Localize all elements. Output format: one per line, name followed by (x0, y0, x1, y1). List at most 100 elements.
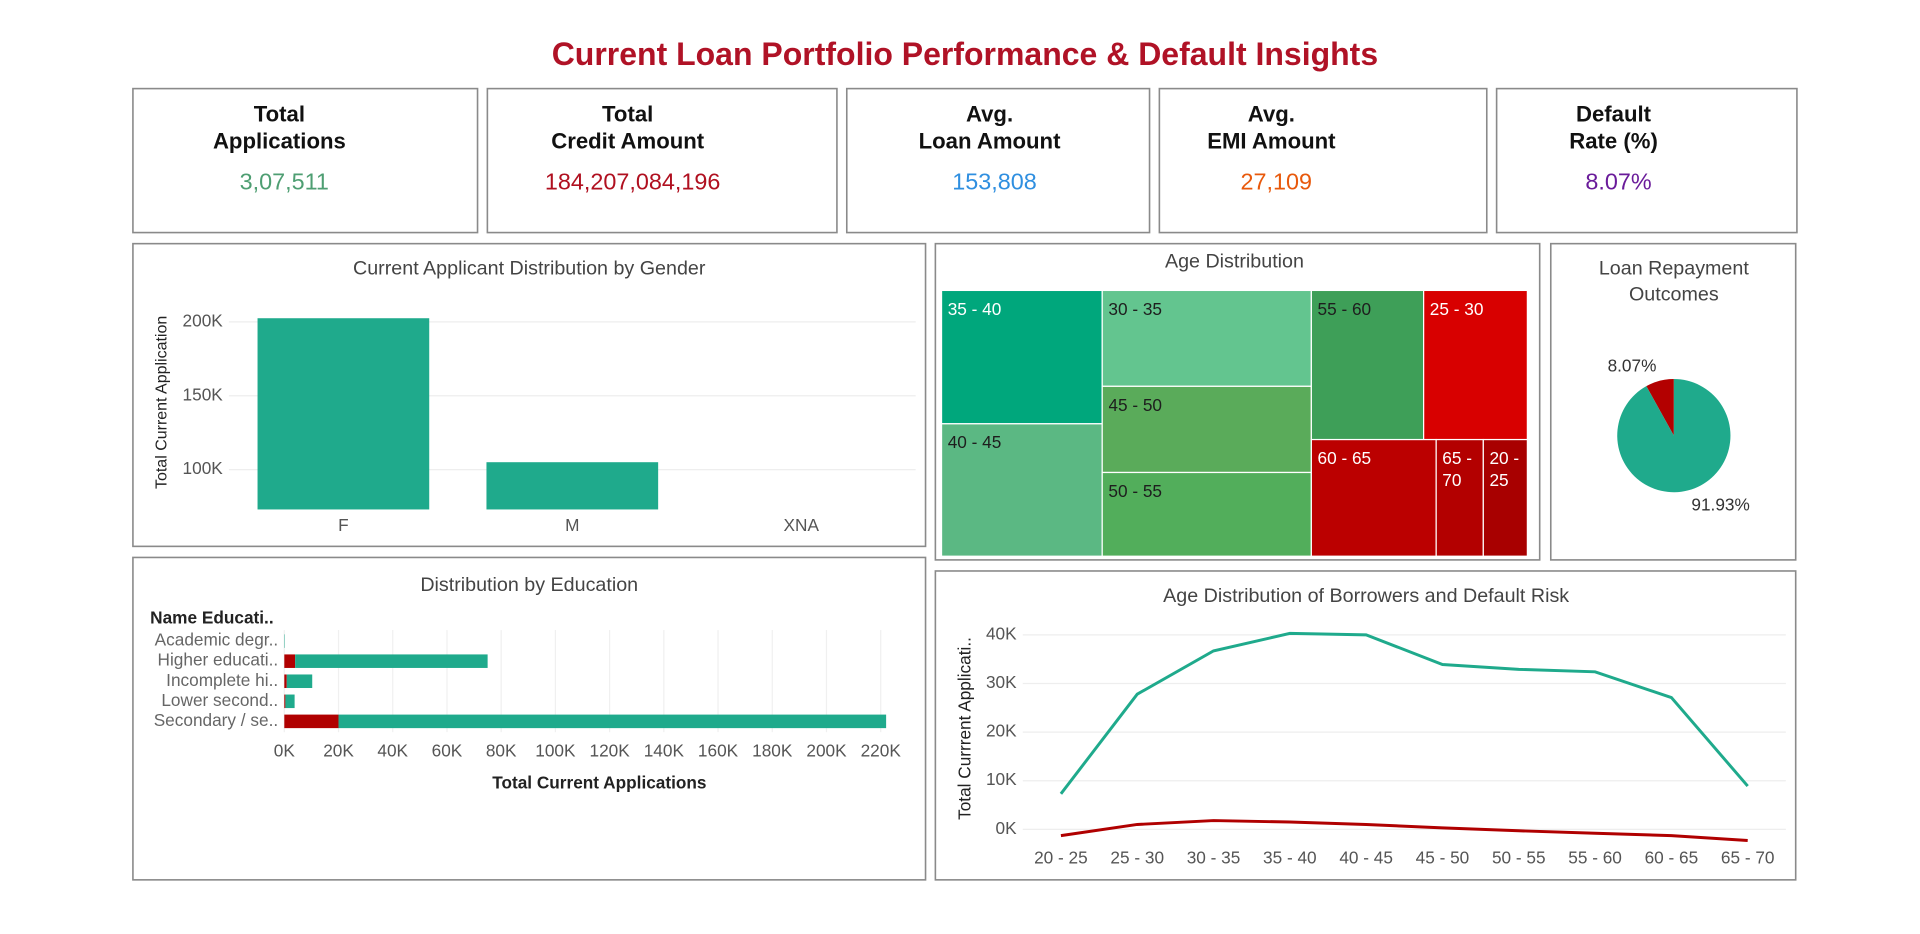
x-tick-label: 25 - 30 (1110, 847, 1164, 867)
x-tick-label: 0K (274, 740, 296, 760)
treemap-cell (1310, 438, 1437, 557)
x-tick-label: 55 - 60 (1568, 847, 1622, 867)
chart-panel (934, 570, 1797, 881)
x-tick-label: 120K (590, 740, 631, 760)
kpi-value: 8.07% (1585, 169, 1651, 195)
kpi-label: Total (254, 102, 305, 127)
kpi-label: Loan Amount (919, 129, 1061, 154)
chart-title: Distribution by Education (420, 574, 638, 596)
kpi-value: 184,207,084,196 (545, 169, 720, 195)
kpi-card (1158, 87, 1488, 234)
bar-segment (284, 654, 296, 668)
kpi-value: 3,07,511 (240, 169, 329, 195)
y-tick-label: Lower second.. (161, 690, 278, 710)
kpi-label: Default (1576, 102, 1652, 127)
kpi-card (1495, 87, 1798, 234)
x-tick-label: 50 - 55 (1492, 847, 1546, 867)
y-tick-label: 200K (183, 310, 224, 330)
cell-label: 25 - 30 (1429, 299, 1484, 319)
kpi-label: Avg. (966, 102, 1013, 127)
category-header: Name Educati.. (150, 608, 273, 628)
line-series (1059, 631, 1749, 795)
x-tick-label: 30 - 35 (1187, 847, 1241, 867)
cell-label-box: 40 - 45 (947, 432, 1002, 453)
x-axis-label: Total Current Applications (492, 772, 706, 792)
y-tick-label: 100K (183, 458, 224, 478)
x-tick-label: XNA (784, 515, 820, 535)
kpi-card (486, 87, 838, 234)
y-axis-label: Total Currrent Applicati.. (955, 637, 975, 820)
pie-label: 91.93% (1691, 494, 1749, 514)
pie-slice (1617, 379, 1731, 493)
cell-label: 60 - 65 (1317, 448, 1372, 468)
cell-label-box: 25 - 30 (1429, 299, 1484, 319)
kpi-label: Applications (213, 129, 346, 154)
cell-label: 50 - 55 (1108, 481, 1163, 501)
x-tick-label: F (338, 515, 349, 535)
bar-segment (286, 674, 313, 689)
chart-title: Loan Repayment (1599, 258, 1749, 280)
bar-segment (295, 654, 488, 668)
x-tick-label: 80K (486, 740, 517, 760)
kpi-label: Avg. (1248, 102, 1295, 127)
x-tick-label: 180K (752, 740, 793, 760)
x-tick-label: M (565, 515, 579, 535)
chart-title: Age Distribution of Borrowers and Defaul… (1163, 585, 1569, 607)
bar (257, 318, 430, 510)
bar-segment (285, 694, 295, 709)
y-tick-label: 150K (183, 384, 224, 404)
kpi-value: 27,109 (1241, 169, 1313, 195)
kpi-label: Total (602, 102, 653, 127)
x-tick-label: 65 - 70 (1721, 847, 1775, 867)
cell-label: 55 - 60 (1317, 299, 1372, 319)
treemap-cell (940, 423, 1103, 557)
x-tick-label: 140K (644, 740, 685, 760)
y-tick-label: Secondary / se.. (154, 710, 278, 730)
cell-label-box: 20 - 25 (1489, 448, 1520, 491)
treemap-cell (1101, 471, 1312, 557)
dashboard-title: Current Loan Portfolio Performance & Def… (552, 36, 1378, 72)
cell-label-box: 55 - 60 (1317, 299, 1372, 319)
bar-segment (338, 714, 887, 729)
y-tick-label: 40K (986, 623, 1017, 643)
cell-label: 30 - 35 (1108, 299, 1163, 319)
cell-label: 65 - 70 (1442, 448, 1472, 491)
x-tick-label: 100K (535, 740, 576, 760)
y-tick-label: Incomplete hi.. (166, 670, 278, 690)
x-tick-label: 20K (323, 740, 354, 760)
treemap-cell (1435, 438, 1484, 557)
cell-label: 20 - 25 (1489, 448, 1520, 491)
x-tick-label: 35 - 40 (1263, 847, 1317, 867)
line-series (1060, 819, 1748, 842)
bar (486, 462, 659, 510)
cell-label-box: 65 - 70 (1442, 448, 1472, 491)
chart-title: Outcomes (1629, 284, 1719, 306)
cell-label-box: 50 - 55 (1108, 481, 1163, 501)
cell-label-box: 60 - 65 (1317, 448, 1372, 468)
cell-label: 40 - 45 (947, 432, 1002, 453)
pie-label: 8.07% (1608, 355, 1657, 375)
y-tick-label: Academic degr.. (155, 630, 278, 650)
cell-label-box: 30 - 35 (1108, 299, 1163, 319)
cell-label: 45 - 50 (1108, 394, 1163, 415)
x-tick-label: 60K (432, 740, 463, 760)
kpi-value: 153,808 (952, 169, 1037, 195)
treemap-cell (1482, 438, 1529, 557)
y-tick-label: 30K (986, 672, 1017, 692)
chart-title: Age Distribution (1165, 250, 1304, 272)
treemap-cell (1310, 289, 1425, 441)
y-tick-label: 10K (986, 769, 1017, 789)
y-tick-label: 20K (986, 721, 1017, 741)
bar-segment (284, 694, 286, 709)
kpi-label: EMI Amount (1207, 129, 1336, 154)
kpi-card (845, 87, 1151, 234)
y-tick-label: Higher educati.. (158, 650, 279, 670)
x-tick-label: 220K (861, 740, 902, 760)
x-tick-label: 40K (377, 740, 408, 760)
pie-slice (1646, 379, 1674, 436)
y-axis-label: Total Current Application (154, 316, 171, 489)
treemap-cell (1101, 385, 1312, 474)
x-tick-label: 200K (806, 740, 847, 760)
